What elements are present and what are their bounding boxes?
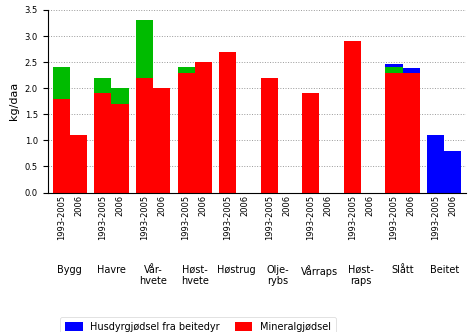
Bar: [53, 99, 70, 193]
Bar: [386, 67, 403, 73]
Bar: [403, 73, 420, 193]
Text: Høst-
raps: Høst- raps: [348, 265, 374, 287]
Text: Høstrug: Høstrug: [217, 265, 256, 275]
Bar: [444, 151, 461, 193]
Bar: [403, 68, 420, 73]
Bar: [111, 104, 129, 193]
Bar: [178, 73, 195, 193]
Bar: [153, 88, 170, 193]
Bar: [136, 78, 153, 193]
Bar: [94, 78, 111, 93]
Bar: [53, 67, 70, 99]
Bar: [219, 52, 236, 193]
Text: Beitet: Beitet: [429, 265, 459, 275]
Bar: [302, 93, 319, 193]
Text: Olje-
rybs: Olje- rybs: [267, 265, 289, 287]
Bar: [136, 20, 153, 78]
Text: Havre: Havre: [97, 265, 126, 275]
Text: Bygg: Bygg: [58, 265, 82, 275]
Bar: [195, 62, 212, 193]
Legend: Husdyrgjødsel fra beitedyr, Husdyrgjødsel fra lager, Mineralgjødsel: Husdyrgjødsel fra beitedyr, Husdyrgjødse…: [60, 317, 336, 332]
Bar: [94, 93, 111, 193]
Bar: [427, 135, 444, 193]
Text: Vår-
hvete: Vår- hvete: [139, 265, 167, 287]
Text: Slått: Slått: [391, 265, 414, 275]
Text: Vårraps: Vårraps: [301, 265, 338, 277]
Bar: [261, 78, 278, 193]
Bar: [178, 67, 195, 73]
Y-axis label: kg/daa: kg/daa: [9, 82, 19, 121]
Bar: [386, 73, 403, 193]
Bar: [70, 135, 87, 193]
Bar: [111, 88, 129, 104]
Text: Høst-
hvete: Høst- hvete: [181, 265, 208, 287]
Bar: [344, 41, 361, 193]
Bar: [386, 64, 403, 67]
